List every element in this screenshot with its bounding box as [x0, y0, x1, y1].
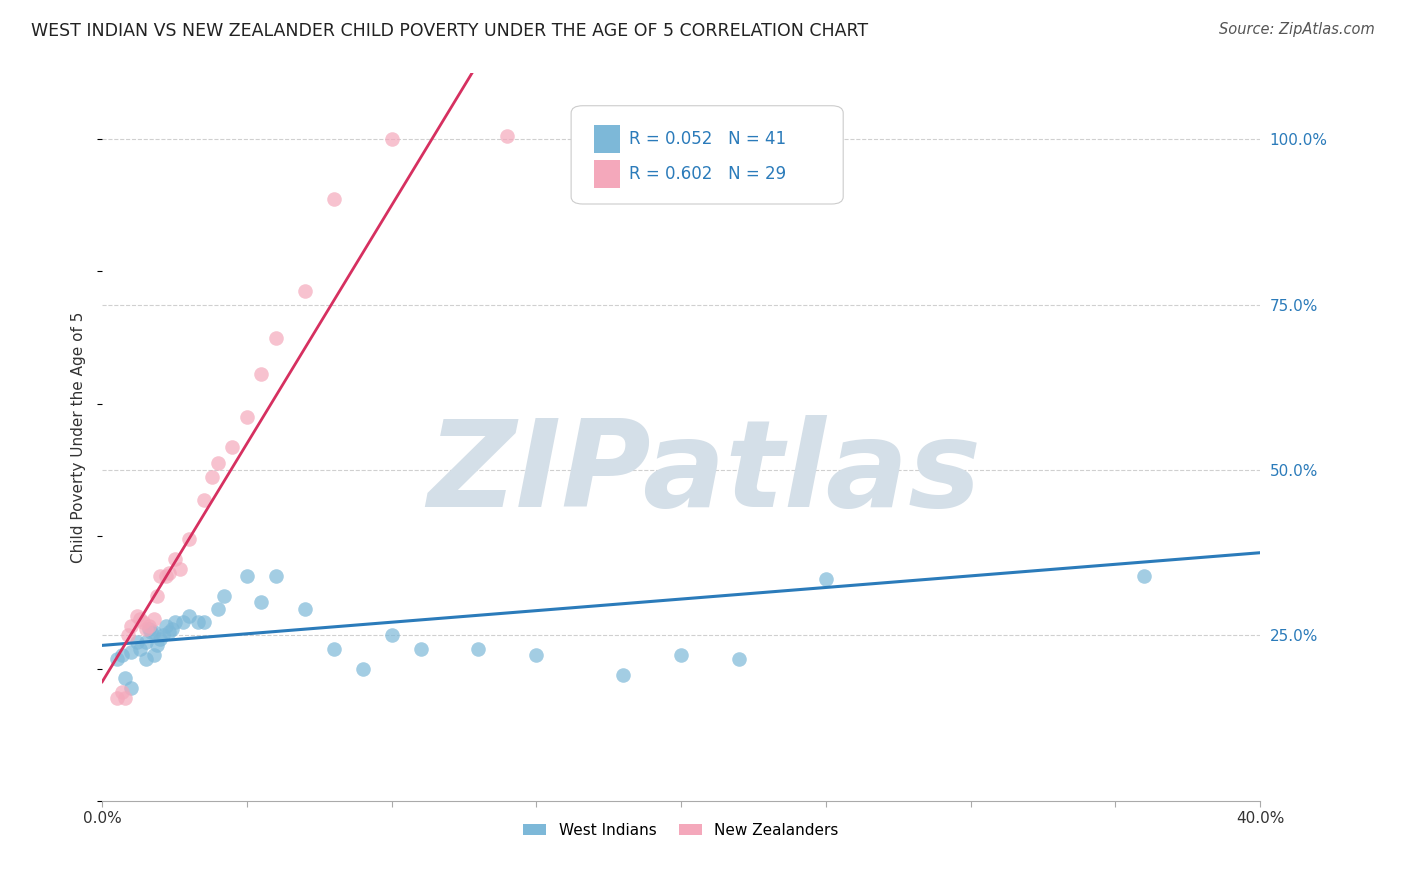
Point — [135, 622, 157, 636]
Text: R = 0.052   N = 41: R = 0.052 N = 41 — [628, 130, 786, 148]
Point — [169, 562, 191, 576]
Point — [120, 645, 142, 659]
Point — [264, 331, 287, 345]
Point — [105, 691, 128, 706]
Point — [322, 641, 344, 656]
Text: ZIPatlas: ZIPatlas — [427, 415, 981, 532]
Point — [163, 615, 186, 630]
Point — [352, 661, 374, 675]
Point — [264, 569, 287, 583]
Point — [814, 572, 837, 586]
Point — [187, 615, 209, 630]
Point — [138, 618, 160, 632]
FancyBboxPatch shape — [595, 126, 620, 153]
Point — [212, 589, 235, 603]
Text: WEST INDIAN VS NEW ZEALANDER CHILD POVERTY UNDER THE AGE OF 5 CORRELATION CHART: WEST INDIAN VS NEW ZEALANDER CHILD POVER… — [31, 22, 868, 40]
Point — [111, 684, 134, 698]
Point — [117, 628, 139, 642]
Point — [207, 457, 229, 471]
Point — [120, 618, 142, 632]
Point — [141, 625, 163, 640]
Point — [149, 569, 172, 583]
Point — [157, 566, 180, 580]
Point — [138, 622, 160, 636]
Point — [250, 367, 273, 381]
Point — [409, 641, 432, 656]
Y-axis label: Child Poverty Under the Age of 5: Child Poverty Under the Age of 5 — [72, 311, 86, 563]
Point — [114, 691, 136, 706]
Point — [669, 648, 692, 663]
Point — [149, 632, 172, 646]
Point — [381, 628, 404, 642]
Point — [143, 612, 166, 626]
Point — [177, 608, 200, 623]
Point — [114, 672, 136, 686]
FancyBboxPatch shape — [595, 161, 620, 188]
Point — [236, 410, 259, 425]
Point — [294, 602, 316, 616]
Text: R = 0.602   N = 29: R = 0.602 N = 29 — [628, 165, 786, 183]
Point — [111, 648, 134, 663]
Point — [157, 625, 180, 640]
Point — [177, 533, 200, 547]
Point — [143, 648, 166, 663]
Point — [128, 641, 150, 656]
Point — [1133, 569, 1156, 583]
Point — [612, 668, 634, 682]
Legend: West Indians, New Zealanders: West Indians, New Zealanders — [517, 817, 845, 844]
Point — [294, 285, 316, 299]
Point — [160, 622, 183, 636]
Point — [250, 595, 273, 609]
Point — [728, 651, 751, 665]
Point — [132, 615, 155, 630]
Point — [496, 128, 519, 143]
Point — [201, 469, 224, 483]
Point — [524, 648, 547, 663]
Point — [221, 440, 243, 454]
Point — [322, 192, 344, 206]
Point — [146, 639, 169, 653]
Point — [125, 608, 148, 623]
Point — [207, 602, 229, 616]
Point — [105, 651, 128, 665]
Point — [152, 628, 174, 642]
Point — [125, 635, 148, 649]
Point — [120, 681, 142, 696]
Point — [146, 589, 169, 603]
Point — [236, 569, 259, 583]
FancyBboxPatch shape — [571, 106, 844, 204]
Point — [155, 569, 177, 583]
Point — [143, 625, 166, 640]
Point — [193, 492, 215, 507]
Text: Source: ZipAtlas.com: Source: ZipAtlas.com — [1219, 22, 1375, 37]
Point — [163, 552, 186, 566]
Point — [135, 635, 157, 649]
Point — [381, 132, 404, 146]
Point — [128, 612, 150, 626]
Point — [135, 651, 157, 665]
Point — [467, 641, 489, 656]
Point — [193, 615, 215, 630]
Point — [155, 618, 177, 632]
Point — [172, 615, 194, 630]
